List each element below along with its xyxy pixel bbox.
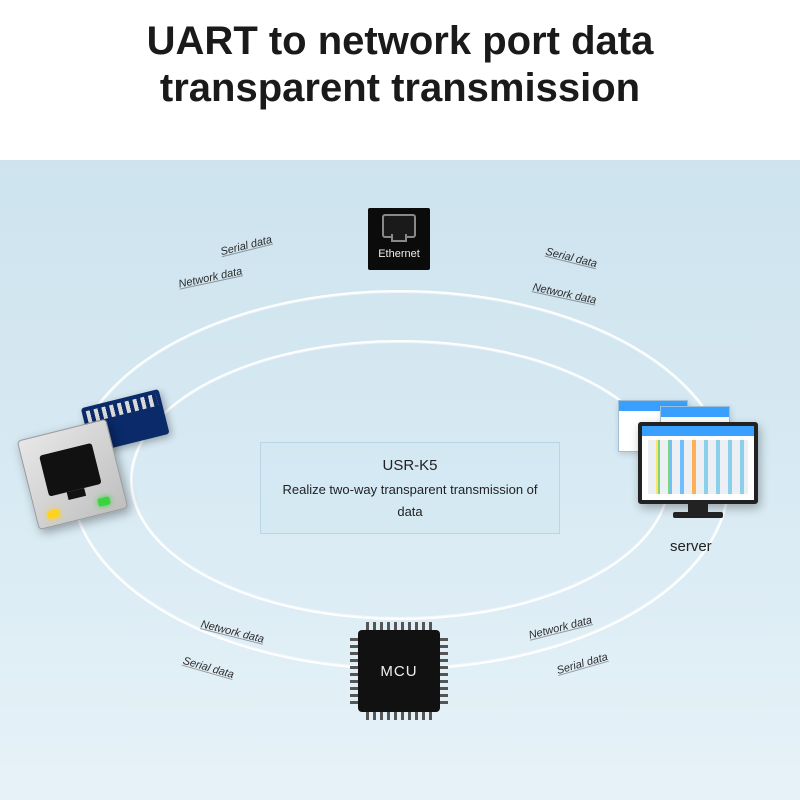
title-line-2: transparent transmission — [0, 65, 800, 112]
flow-label-tl-serial: Serial data — [219, 234, 273, 258]
center-description-box: USR-K5 Realize two-way transparent trans… — [260, 442, 560, 534]
diagram-area: USR-K5 Realize two-way transparent trans… — [0, 160, 800, 800]
server-screen-content — [648, 440, 748, 494]
server-monitor — [638, 422, 758, 504]
mcu-icon: MCU — [358, 630, 440, 712]
center-box-title: USR-K5 — [269, 453, 551, 479]
ethernet-label: Ethernet — [378, 248, 420, 260]
server-icon — [618, 400, 768, 520]
mcu-pins-left — [350, 638, 358, 704]
page-title: UART to network port data transparent tr… — [0, 0, 800, 112]
title-line-1: UART to network port data — [0, 18, 800, 65]
server-monitor-base — [673, 512, 723, 518]
mcu-label: MCU — [380, 663, 417, 680]
flow-label-br-serial: Serial data — [555, 651, 609, 677]
center-box-subtitle: Realize two-way transparent transmission… — [269, 479, 551, 523]
mcu-pins-right — [440, 638, 448, 704]
flow-label-tr-serial: Serial data — [544, 246, 598, 270]
server-label: server — [670, 538, 712, 555]
flow-label-tr-network: Network data — [531, 281, 597, 306]
flow-label-tl-network: Network data — [177, 265, 243, 290]
page: UART to network port data transparent tr… — [0, 0, 800, 800]
ethernet-icon: Ethernet — [368, 208, 430, 270]
flow-label-bl-serial: Serial data — [181, 655, 235, 681]
ethernet-port-glyph — [382, 214, 416, 238]
